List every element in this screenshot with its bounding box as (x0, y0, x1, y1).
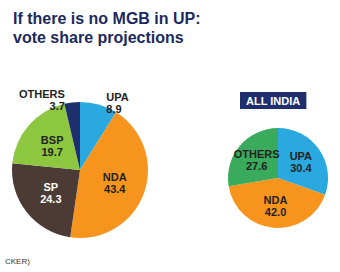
svg-text:BSP: BSP (41, 134, 64, 146)
svg-text:27.6: 27.6 (246, 160, 267, 172)
svg-text:NDA: NDA (264, 194, 288, 206)
svg-text:If there is no MGB in UP:: If there is no MGB in UP: (13, 10, 201, 27)
svg-text:SP: SP (43, 181, 58, 193)
svg-text:8.9: 8.9 (106, 103, 121, 115)
svg-text:3.7: 3.7 (50, 100, 65, 112)
svg-text:OTHERS: OTHERS (234, 148, 280, 160)
svg-text:24.3: 24.3 (40, 193, 61, 205)
svg-text:30.4: 30.4 (290, 162, 312, 174)
svg-text:CKER): CKER) (5, 257, 30, 266)
svg-text:OTHERS: OTHERS (19, 88, 65, 100)
svg-text:UPA: UPA (106, 91, 128, 103)
svg-text:42.0: 42.0 (265, 206, 286, 218)
svg-text:19.7: 19.7 (41, 146, 62, 158)
svg-text:ALL INDIA: ALL INDIA (246, 95, 300, 107)
svg-text:NDA: NDA (103, 171, 127, 183)
svg-text:43.4: 43.4 (104, 183, 126, 195)
svg-text:vote share projections: vote share projections (13, 29, 184, 46)
svg-text:UPA: UPA (290, 150, 312, 162)
